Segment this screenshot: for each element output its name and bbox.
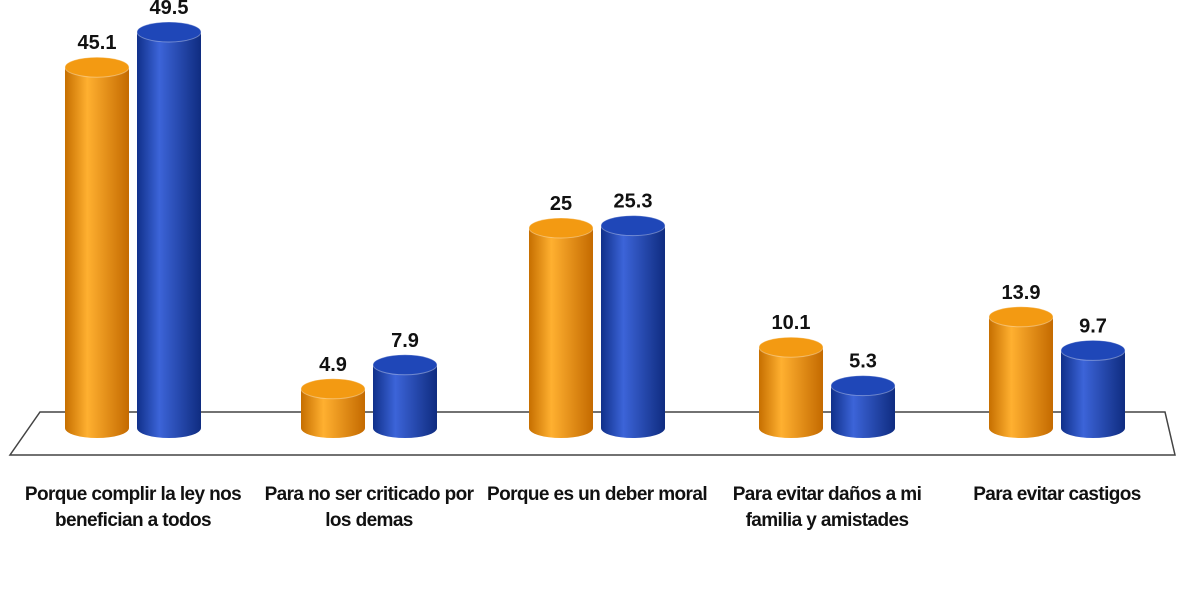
value-label: 7.9 [391,330,419,352]
bar [601,225,665,428]
value-label: 25.3 [614,191,653,213]
category-label: Porque complir la ley nos benefician a t… [24,484,242,531]
category-label: Para no ser criticado por los demas [264,484,474,531]
value-label: 5.3 [849,351,877,373]
bar-top [1060,339,1126,361]
category-label: Para evitar castigos [973,484,1141,505]
value-label: 25 [550,193,572,215]
value-label: 9.7 [1079,315,1107,337]
bar [989,316,1053,428]
value-label: 4.9 [319,354,347,376]
bar-top [600,215,666,237]
value-label: 49.5 [150,0,189,19]
bar-top [830,375,896,397]
category-label: Porque es un deber moral [487,484,708,505]
bar [373,364,437,428]
bar [65,67,129,428]
bar [137,32,201,428]
bar-top [300,378,366,400]
value-label: 10.1 [772,312,811,334]
bar-top [988,306,1054,328]
bar-top [136,21,202,43]
bar-top [528,217,594,239]
value-label: 13.9 [1002,282,1041,304]
bar [1061,350,1125,428]
bar-top [64,56,130,78]
bar [529,228,593,428]
category-label: Para evitar daños a mi familia y amistad… [732,484,922,531]
bar [759,347,823,428]
bar-top [758,336,824,358]
bar-top [372,354,438,376]
value-label: 45.1 [78,32,117,54]
